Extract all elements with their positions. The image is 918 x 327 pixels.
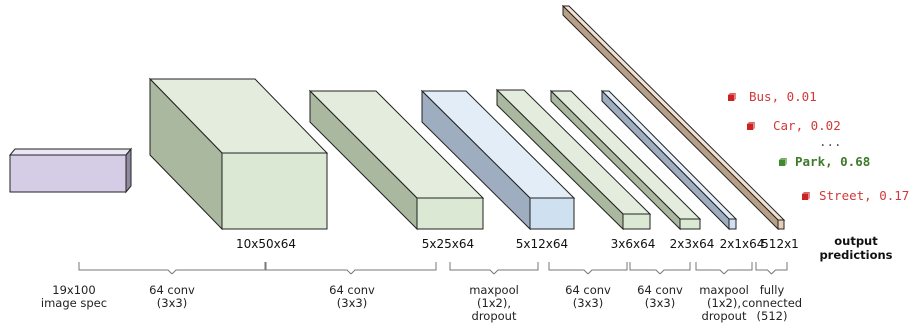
- op-label-3: maxpool (1x2), dropout: [469, 283, 519, 323]
- prediction-marker-top: [747, 122, 755, 124]
- prediction-marker-top: [802, 192, 810, 194]
- input-label: 19x100 image spec: [41, 283, 107, 310]
- prediction-marker: [802, 194, 808, 200]
- brace-6: [695, 262, 753, 275]
- dim-label-4: 3x6x64: [611, 237, 656, 251]
- prediction-marker: [728, 95, 734, 101]
- output-heading: output predictions: [819, 234, 892, 262]
- input-block: [8, 147, 133, 194]
- layer-block-6: [600, 89, 738, 231]
- prediction-label: Park, 0.68: [795, 154, 870, 169]
- prediction-1: Bus, 0.01: [728, 89, 817, 104]
- prediction-label: ...: [819, 134, 842, 149]
- prediction-marker-side: [808, 192, 810, 200]
- prediction-marker-top: [779, 158, 787, 160]
- layer-block-4: [495, 88, 652, 231]
- brace-1: [78, 262, 266, 275]
- prediction-marker: [747, 124, 753, 130]
- dim-label-1: 10x50x64: [236, 237, 296, 251]
- brace-4: [548, 262, 628, 275]
- prediction-3: ...: [819, 134, 842, 149]
- dim-label-7: 512x1: [761, 237, 799, 251]
- prediction-2: Car, 0.02: [747, 118, 841, 133]
- op-label-7: fully connected (512): [742, 283, 802, 323]
- brace-7: [755, 262, 788, 275]
- prediction-4: Park, 0.68: [779, 154, 870, 169]
- prediction-label: Street, 0.17: [819, 188, 909, 203]
- operation-labels: 19x100 image spec 64 conv (3x3) 64 conv (3x3)…: [41, 283, 802, 323]
- op-label-1: 64 conv (3x3): [149, 283, 195, 310]
- op-label-6: maxpool (1x2), dropout: [699, 283, 749, 323]
- prediction-marker-side: [785, 158, 787, 166]
- layer-block-1: [148, 77, 329, 231]
- dim-label-3: 5x12x64: [516, 237, 568, 251]
- op-label-5: 64 conv (3x3): [637, 283, 683, 310]
- dimension-labels: 10x50x64 5x25x64 5x12x64 3x6x64 2x3x64 2x1x64…: [236, 234, 893, 262]
- prediction-label: Car, 0.02: [773, 118, 841, 133]
- brace-3: [449, 262, 539, 275]
- dim-label-5: 2x3x64: [670, 237, 715, 251]
- dim-label-6: 2x1x64: [720, 237, 765, 251]
- brace-5: [629, 262, 691, 275]
- prediction-marker: [779, 160, 785, 166]
- output-predictions: Bus, 0.01 Car, 0.02... Park, 0.68 Street, 0…: [728, 89, 909, 203]
- prediction-marker-top: [728, 93, 736, 95]
- dim-label-2: 5x25x64: [422, 237, 474, 251]
- operation-braces: [78, 262, 788, 275]
- layer-block-5: [549, 89, 702, 231]
- prediction-5: Street, 0.17: [802, 188, 909, 203]
- brace-2: [265, 262, 437, 275]
- prediction-label: Bus, 0.01: [749, 89, 817, 104]
- layer-blocks: [8, 4, 786, 231]
- op-label-2: 64 conv (3x3): [329, 283, 375, 310]
- prediction-marker-side: [734, 93, 736, 101]
- layer-block-2: [308, 89, 485, 231]
- layer-block-3: [420, 89, 576, 231]
- layer-block-7: [561, 4, 786, 231]
- prediction-marker-side: [753, 122, 755, 130]
- op-label-4: 64 conv (3x3): [565, 283, 611, 310]
